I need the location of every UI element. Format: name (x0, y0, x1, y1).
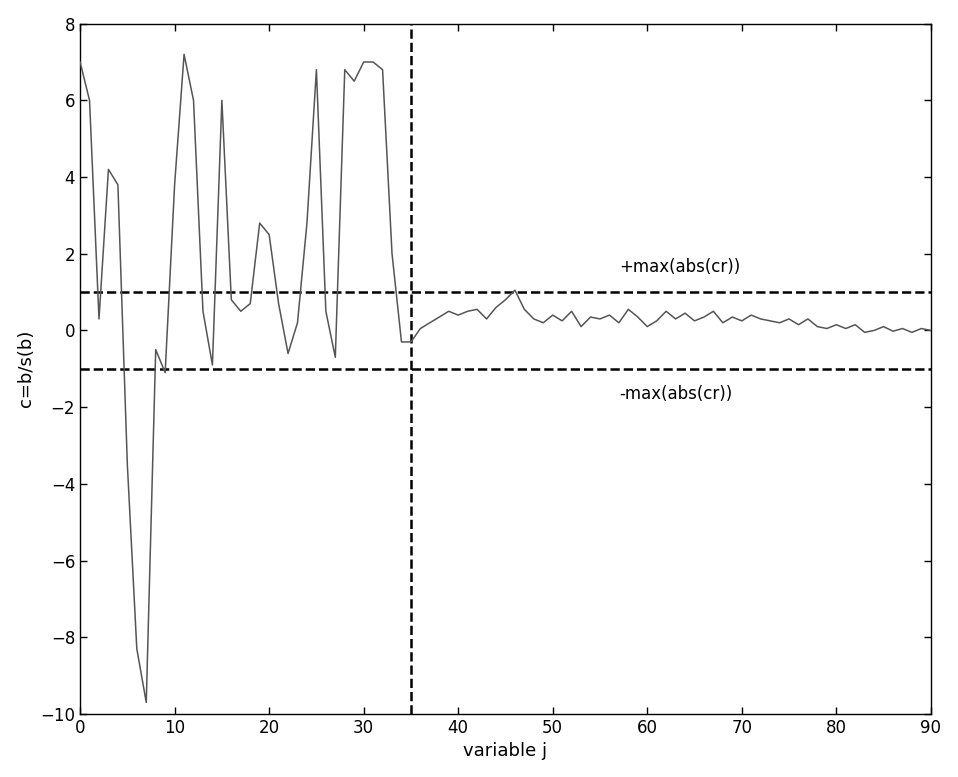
X-axis label: variable j: variable j (464, 742, 548, 761)
Y-axis label: c=b/s(b): c=b/s(b) (16, 330, 34, 407)
Text: +max(abs(cr)): +max(abs(cr)) (619, 258, 741, 276)
Text: -max(abs(cr)): -max(abs(cr)) (619, 385, 732, 402)
